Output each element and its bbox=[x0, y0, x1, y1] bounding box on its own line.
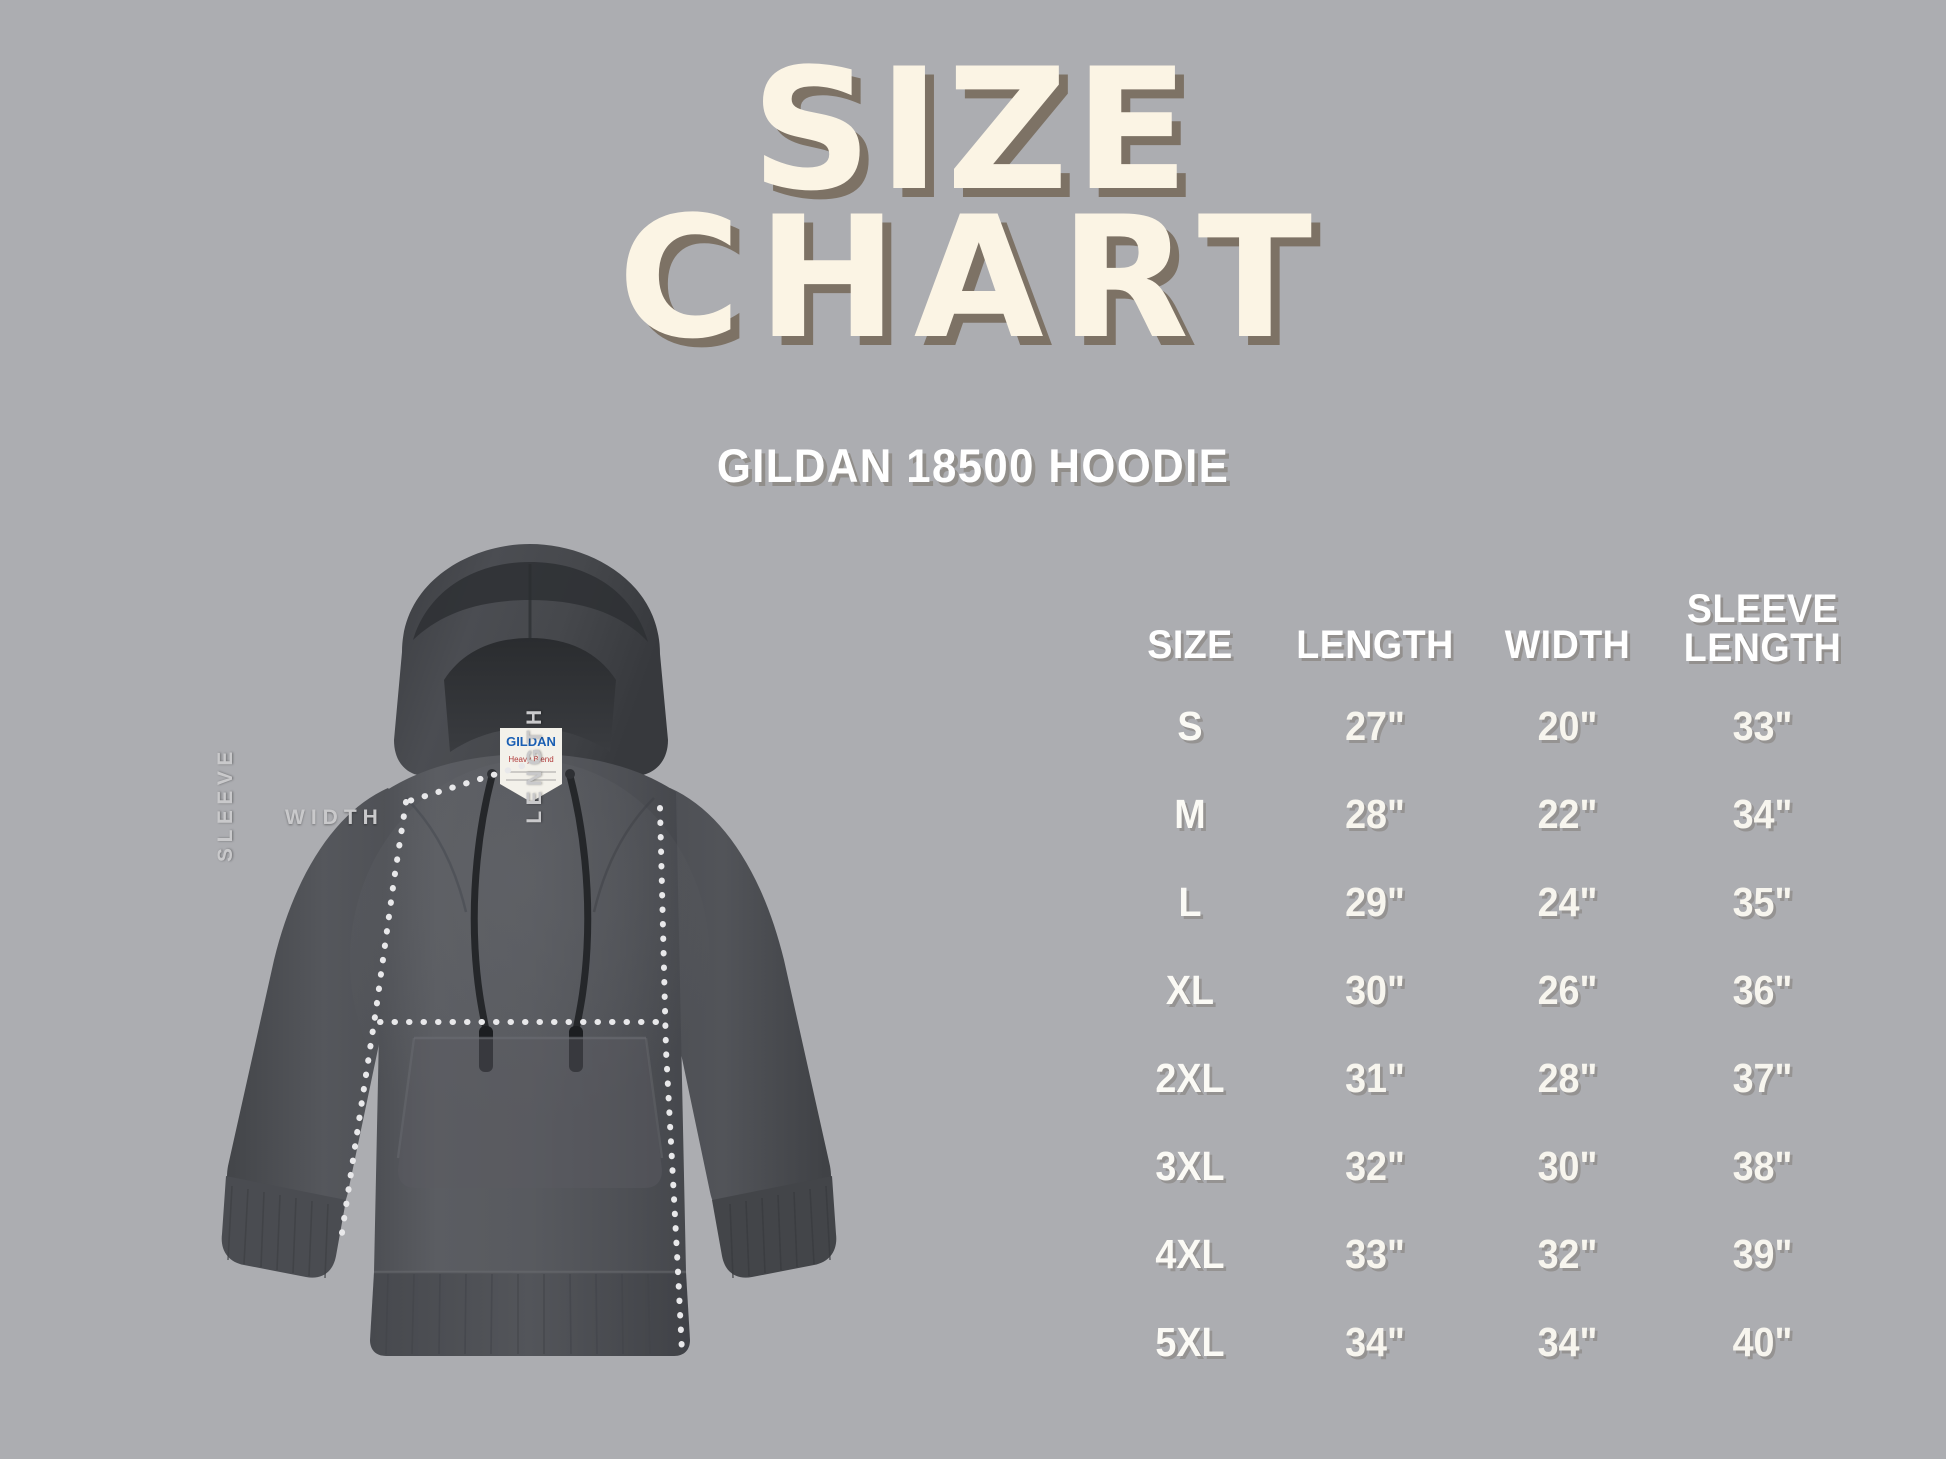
table-body: S 27" 20" 33" M 28" 22" 34" L 29" 24" 35" XL 30" 26" 36… bbox=[1105, 682, 1865, 1386]
table-row: XL 30" 26" 36" bbox=[1105, 946, 1865, 1034]
right-shoulder-seam bbox=[592, 797, 655, 913]
table-row: L 29" 24" 35" bbox=[1105, 858, 1865, 946]
pocket-right-seam bbox=[644, 1037, 664, 1159]
hem-waistband bbox=[370, 1272, 690, 1356]
kangaroo-pocket bbox=[398, 1038, 662, 1188]
right-cuff bbox=[712, 1176, 837, 1278]
column-header-size: SIZE bbox=[1147, 623, 1233, 668]
cell-sleeve: 36" bbox=[1732, 966, 1793, 1013]
cell-length: 33" bbox=[1345, 1230, 1405, 1277]
page-header: SIZE CHART GILDAN 18500 HOODIE bbox=[0, 0, 1946, 520]
cell-length: 31" bbox=[1345, 1054, 1405, 1101]
label-sleeve: SLEEVE bbox=[214, 746, 237, 862]
cell-size: 3XL bbox=[1155, 1142, 1225, 1189]
cell-length: 34" bbox=[1345, 1318, 1405, 1365]
cell-sleeve: 37" bbox=[1732, 1054, 1793, 1101]
cell-width: 26" bbox=[1537, 966, 1598, 1013]
cell-length: 32" bbox=[1345, 1142, 1405, 1189]
cell-width: 30" bbox=[1537, 1142, 1598, 1189]
column-header-length: LENGTH bbox=[1296, 623, 1454, 668]
cell-width: 34" bbox=[1537, 1318, 1598, 1365]
table-row: 2XL 31" 28" 37" bbox=[1105, 1034, 1865, 1122]
cell-size: 5XL bbox=[1155, 1318, 1225, 1365]
sleeve-guide-shoulder bbox=[403, 763, 525, 805]
cell-width: 24" bbox=[1537, 878, 1598, 925]
cell-length: 30" bbox=[1345, 966, 1405, 1013]
cell-size: XL bbox=[1165, 966, 1215, 1013]
svg-text:Heavy Blend: Heavy Blend bbox=[508, 755, 553, 764]
cell-sleeve: 35" bbox=[1732, 878, 1793, 925]
cell-width: 22" bbox=[1537, 790, 1598, 837]
right-cuff-ribbing bbox=[729, 1185, 831, 1279]
cell-length: 27" bbox=[1345, 702, 1405, 749]
cell-sleeve: 40" bbox=[1732, 1318, 1793, 1365]
svg-text:GILDAN: GILDAN bbox=[506, 734, 556, 749]
table-row: 5XL 34" 34" 40" bbox=[1105, 1298, 1865, 1386]
measurements-table: SIZE LENGTH WIDTH SLEEVE LENGTH S 27" 20" 3… bbox=[1105, 587, 1865, 1386]
cell-size: S bbox=[1177, 702, 1203, 749]
cell-sleeve: 34" bbox=[1732, 790, 1793, 837]
page-title: SIZE CHART bbox=[0, 32, 1946, 376]
hood-top-band bbox=[413, 562, 648, 642]
table-header-row: SIZE LENGTH WIDTH SLEEVE LENGTH bbox=[1105, 587, 1865, 682]
cell-size: 4XL bbox=[1155, 1230, 1225, 1277]
left-cuff-ribbing bbox=[227, 1185, 329, 1279]
cell-sleeve: 38" bbox=[1732, 1142, 1793, 1189]
size-chart-table: SIZE LENGTH WIDTH SLEEVE LENGTH S 27" 20" 3… bbox=[1105, 587, 1865, 1386]
cell-size: L bbox=[1178, 878, 1202, 925]
table-row: 4XL 33" 32" 39" bbox=[1105, 1210, 1865, 1298]
column-header-sleeve-line2: LENGTH bbox=[1683, 626, 1842, 671]
table-row: M 28" 22" 34" bbox=[1105, 770, 1865, 858]
hood-opening bbox=[444, 638, 616, 752]
hoodie-graphic: GILDAN Heavy Blend bbox=[221, 544, 837, 1356]
label-length: LENGTH bbox=[523, 704, 546, 824]
body-highlight bbox=[350, 760, 710, 1160]
pocket-left-seam bbox=[396, 1037, 416, 1159]
cell-sleeve: 33" bbox=[1732, 702, 1793, 749]
hem-ribbing bbox=[385, 1273, 677, 1355]
drawstrings bbox=[470, 772, 592, 1034]
title-line-chart: CHART bbox=[617, 180, 1329, 376]
cell-size: M bbox=[1174, 790, 1206, 837]
column-header-width: WIDTH bbox=[1504, 623, 1631, 668]
left-shoulder-seam bbox=[405, 797, 468, 913]
title-line-size: SIZE bbox=[750, 32, 1196, 228]
cell-width: 28" bbox=[1537, 1054, 1598, 1101]
left-cuff bbox=[221, 1176, 346, 1278]
gildan-neck-tag: GILDAN Heavy Blend bbox=[500, 728, 562, 802]
column-header-sleeve-line1: SLEEVE bbox=[1686, 587, 1839, 631]
hoodie-illustration: GILDAN Heavy Blend bbox=[170, 530, 890, 1400]
sleeve-guide-arm bbox=[337, 799, 409, 1249]
page-subtitle: GILDAN 18500 HOODIE bbox=[716, 439, 1230, 492]
table-row: S 27" 20" 33" bbox=[1105, 682, 1865, 770]
cell-width: 32" bbox=[1537, 1230, 1598, 1277]
table-row: 3XL 32" 30" 38" bbox=[1105, 1122, 1865, 1210]
cell-sleeve: 39" bbox=[1732, 1230, 1793, 1277]
cell-length: 28" bbox=[1345, 790, 1405, 837]
cell-length: 29" bbox=[1345, 878, 1405, 925]
column-header-sleeve-length: SLEEVE LENGTH bbox=[1666, 587, 1859, 682]
cell-size: 2XL bbox=[1155, 1054, 1225, 1101]
cell-width: 20" bbox=[1537, 702, 1598, 749]
measurement-guides bbox=[337, 763, 685, 1355]
table-header: SIZE LENGTH WIDTH SLEEVE LENGTH bbox=[1105, 587, 1865, 682]
label-width: WIDTH bbox=[285, 806, 384, 829]
